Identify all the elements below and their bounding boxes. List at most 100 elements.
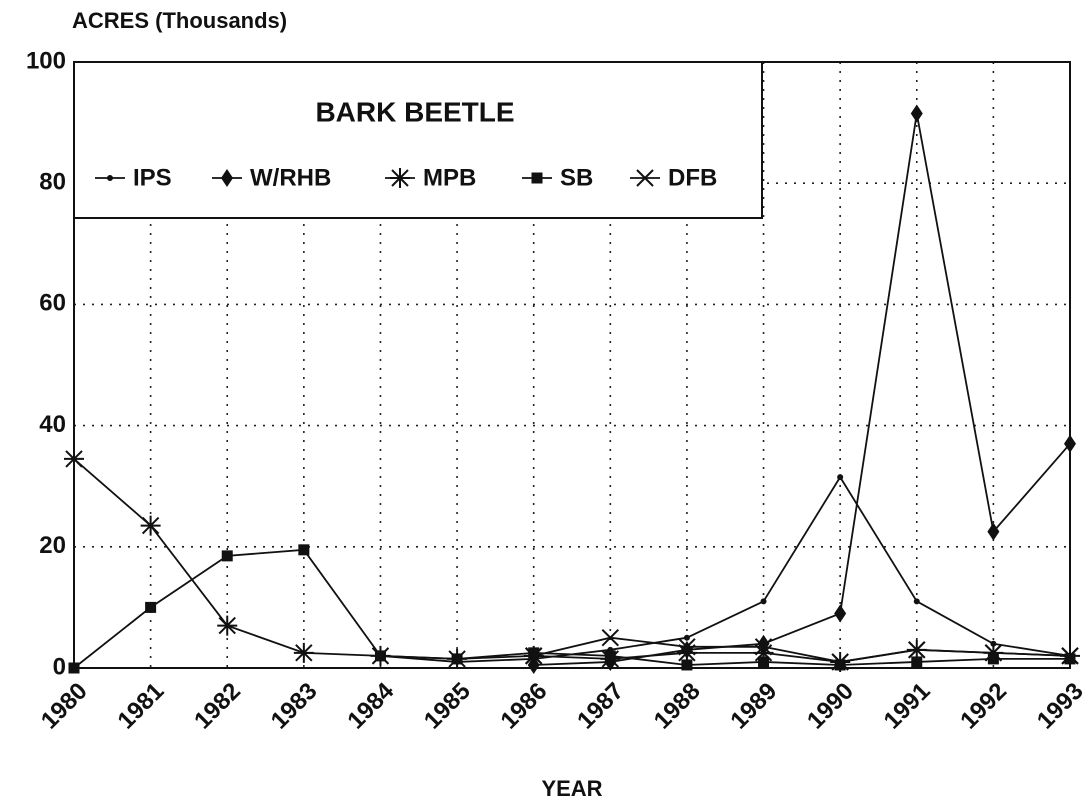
marker xyxy=(834,604,847,623)
marker xyxy=(681,659,693,671)
marker-shape xyxy=(758,656,770,668)
chart-title: BARK BEETLE xyxy=(315,96,514,127)
x-tick-label: 1991 xyxy=(879,678,936,735)
marker-shape xyxy=(910,104,923,123)
marker xyxy=(683,634,690,641)
x-tick-label: 1987 xyxy=(572,678,629,735)
y-tick-label: 0 xyxy=(53,653,66,680)
marker xyxy=(604,650,616,662)
legend-label: MPB xyxy=(423,164,476,191)
marker xyxy=(374,650,386,662)
marker xyxy=(987,522,1000,541)
y-tick-label: 100 xyxy=(26,47,66,74)
marker xyxy=(911,656,923,668)
marker xyxy=(390,168,410,188)
marker xyxy=(837,474,844,481)
marker xyxy=(64,448,84,469)
marker-shape xyxy=(298,544,310,556)
x-tick-label: 1990 xyxy=(802,678,859,735)
marker-shape xyxy=(451,653,463,665)
marker xyxy=(908,641,926,659)
marker xyxy=(221,550,233,562)
marker xyxy=(910,104,923,123)
x-tick-label: 1980 xyxy=(36,678,93,735)
series-line xyxy=(533,636,1071,663)
marker xyxy=(754,638,773,656)
marker xyxy=(298,544,310,556)
marker-shape xyxy=(636,169,654,187)
marker xyxy=(984,644,1003,662)
marker-shape xyxy=(1064,434,1076,453)
marker-shape xyxy=(1064,653,1076,665)
marker xyxy=(107,175,113,181)
marker-shape xyxy=(107,175,113,181)
marker xyxy=(531,172,543,184)
marker xyxy=(528,647,540,659)
marker-shape xyxy=(68,662,80,674)
marker-shape xyxy=(140,515,161,536)
marker xyxy=(676,642,697,663)
series-line xyxy=(533,113,1071,666)
marker xyxy=(834,659,846,671)
marker-shape xyxy=(390,168,410,188)
marker-shape xyxy=(221,169,233,187)
marker-shape xyxy=(681,659,693,671)
marker xyxy=(451,653,463,665)
marker-shape xyxy=(145,601,157,613)
series-line xyxy=(380,475,1071,663)
marker-shape xyxy=(683,634,690,641)
x-tick-label: 1984 xyxy=(342,677,399,734)
legend-box xyxy=(73,61,763,219)
legend-label: W/RHB xyxy=(250,164,331,191)
y-tick-label: 40 xyxy=(39,411,66,438)
marker-shape xyxy=(913,598,920,605)
x-tick-label: 1981 xyxy=(112,678,169,735)
marker-shape xyxy=(64,448,84,469)
marker-shape xyxy=(1061,647,1079,665)
y-axis-label: ACRES (Thousands) xyxy=(72,8,287,33)
marker xyxy=(524,647,543,665)
x-tick-label: 1986 xyxy=(496,678,553,735)
marker xyxy=(913,598,920,605)
marker xyxy=(831,653,849,671)
x-tick-label: 1989 xyxy=(725,678,782,735)
marker-shape xyxy=(911,656,923,668)
x-tick-label: 1983 xyxy=(266,678,323,735)
marker xyxy=(760,598,767,605)
marker xyxy=(217,615,238,636)
marker-shape xyxy=(754,638,773,656)
marker-shape xyxy=(753,642,774,663)
legend-label: IPS xyxy=(133,164,172,191)
marker-shape xyxy=(601,628,620,647)
marker xyxy=(293,642,314,663)
x-axis-label: YEAR xyxy=(541,776,602,801)
marker-shape xyxy=(908,641,926,659)
legend-label: SB xyxy=(560,164,593,191)
marker xyxy=(1061,647,1079,665)
marker xyxy=(601,628,620,647)
marker-shape xyxy=(987,522,1000,541)
series-line xyxy=(73,548,1070,669)
y-tick-label: 20 xyxy=(39,532,66,559)
marker-shape xyxy=(834,604,847,623)
marker xyxy=(1064,653,1076,665)
marker-shape xyxy=(524,647,543,665)
marker-shape xyxy=(604,650,616,662)
marker xyxy=(140,515,161,536)
marker-shape xyxy=(531,172,543,184)
x-tick-label: 1993 xyxy=(1032,678,1083,735)
marker-shape xyxy=(760,598,767,605)
marker-shape xyxy=(831,653,849,671)
x-tick-label: 1982 xyxy=(189,678,246,735)
y-tick-label: 60 xyxy=(39,290,66,317)
marker-shape xyxy=(984,644,1003,662)
marker xyxy=(758,656,770,668)
marker xyxy=(753,642,774,663)
x-tick-label: 1985 xyxy=(419,678,476,735)
marker-shape xyxy=(221,550,233,562)
y-tick-label: 80 xyxy=(39,169,66,196)
x-tick-label: 1988 xyxy=(649,678,706,735)
marker xyxy=(678,638,696,656)
legend-label: DFB xyxy=(668,164,717,191)
